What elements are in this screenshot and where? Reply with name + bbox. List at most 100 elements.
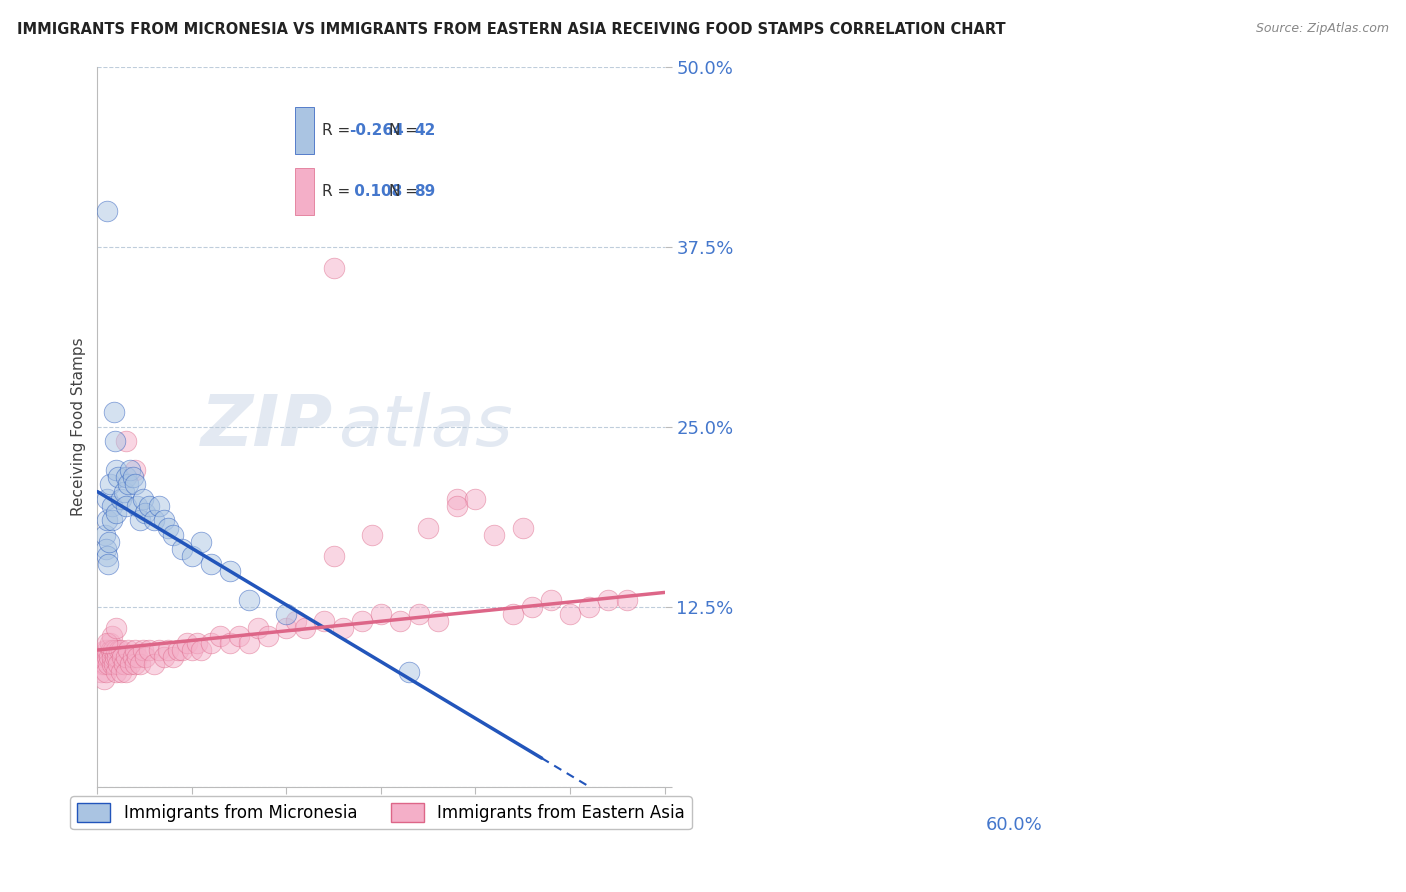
Point — [117, 643, 139, 657]
Point — [138, 643, 160, 657]
Point — [101, 650, 124, 665]
Point — [107, 470, 129, 484]
Point — [117, 477, 139, 491]
Text: ZIP: ZIP — [201, 392, 333, 461]
Point — [238, 636, 260, 650]
Point — [186, 636, 208, 650]
Point — [96, 491, 118, 506]
Point — [502, 607, 524, 621]
Point — [228, 629, 250, 643]
Point — [114, 650, 136, 665]
Point — [398, 665, 420, 679]
Point — [314, 614, 336, 628]
Point — [103, 643, 125, 657]
Point — [98, 636, 121, 650]
Point — [426, 614, 449, 628]
Legend: Immigrants from Micronesia, Immigrants from Eastern Asia: Immigrants from Micronesia, Immigrants f… — [70, 797, 692, 829]
Point — [96, 513, 118, 527]
Point — [96, 650, 118, 665]
Point — [110, 643, 132, 657]
Point — [464, 491, 486, 506]
Point — [97, 657, 120, 672]
Text: 60.0%: 60.0% — [986, 816, 1043, 834]
Point — [105, 650, 128, 665]
Point — [107, 657, 129, 672]
Point — [97, 557, 120, 571]
Point — [558, 607, 581, 621]
Point — [97, 535, 120, 549]
Point — [166, 643, 188, 657]
Text: atlas: atlas — [339, 392, 513, 461]
Point — [124, 477, 146, 491]
Point — [128, 657, 150, 672]
Point — [114, 434, 136, 449]
Point — [112, 484, 135, 499]
Point — [218, 636, 240, 650]
Point — [276, 622, 298, 636]
Point — [96, 643, 118, 657]
Point — [122, 650, 145, 665]
Point — [98, 477, 121, 491]
Point — [91, 657, 114, 672]
Point — [100, 657, 122, 672]
Point — [132, 643, 155, 657]
Point — [322, 549, 344, 564]
Point — [128, 513, 150, 527]
Point — [284, 614, 307, 628]
Point — [332, 622, 354, 636]
Point — [157, 520, 180, 534]
Point — [256, 629, 278, 643]
Point — [152, 650, 174, 665]
Point — [100, 499, 122, 513]
Point — [162, 528, 184, 542]
Point — [522, 599, 544, 614]
Text: 0.0%: 0.0% — [97, 816, 143, 834]
Point — [100, 629, 122, 643]
Point — [134, 506, 156, 520]
Point — [124, 463, 146, 477]
Point — [200, 557, 222, 571]
Point — [105, 643, 128, 657]
Point — [94, 528, 117, 542]
Point — [180, 549, 202, 564]
Point — [105, 463, 128, 477]
Point — [94, 542, 117, 557]
Point — [176, 636, 198, 650]
Point — [596, 592, 619, 607]
Point — [125, 499, 148, 513]
Point — [172, 542, 194, 557]
Point — [143, 657, 166, 672]
Point — [616, 592, 638, 607]
Point — [200, 636, 222, 650]
Point — [238, 592, 260, 607]
Point — [114, 470, 136, 484]
Point — [540, 592, 562, 607]
Point — [157, 643, 180, 657]
Point — [108, 643, 131, 657]
Point — [148, 499, 170, 513]
Text: Source: ZipAtlas.com: Source: ZipAtlas.com — [1256, 22, 1389, 36]
Point — [484, 528, 506, 542]
Point — [138, 499, 160, 513]
Point — [94, 665, 117, 679]
Point — [370, 607, 392, 621]
Point — [97, 650, 120, 665]
Point — [120, 657, 142, 672]
Point — [162, 650, 184, 665]
Point — [93, 672, 115, 686]
Point — [120, 463, 142, 477]
Point — [100, 643, 122, 657]
Point — [105, 665, 128, 679]
Point — [418, 520, 440, 534]
Point — [172, 643, 194, 657]
Point — [94, 643, 117, 657]
Point — [104, 434, 127, 449]
Point — [103, 405, 125, 419]
Point — [105, 622, 128, 636]
Point — [104, 650, 127, 665]
Point — [125, 650, 148, 665]
Point — [352, 614, 374, 628]
Point — [247, 622, 270, 636]
Point — [96, 203, 118, 218]
Point — [134, 650, 156, 665]
